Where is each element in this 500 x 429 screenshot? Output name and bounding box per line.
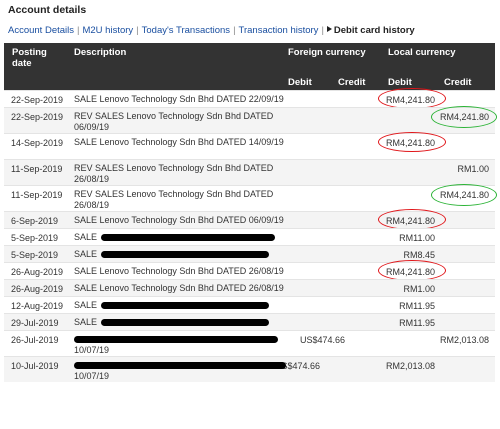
posting-date-cell: 6-Sep-2019	[11, 216, 59, 226]
description-cell: SALE Lenovo Technology Sdn Bhd DATED 26/…	[74, 283, 284, 293]
posting-date-cell: 11-Sep-2019	[11, 190, 63, 200]
description-cell: 10/07/19	[74, 345, 110, 355]
redaction-bar	[101, 302, 269, 309]
local-debit-cell: RM11.95	[399, 318, 435, 328]
header-foreign-credit: Credit	[338, 77, 366, 88]
green-circle-annotation	[431, 106, 497, 128]
local-debit-cell: RM1.00	[403, 284, 435, 294]
redaction-bar	[101, 319, 269, 326]
header-local-currency: Local currency	[388, 47, 456, 58]
header-foreign-debit: Debit	[288, 77, 312, 88]
table-row: 22-Sep-2019 SALE Lenovo Technology Sdn Bh…	[4, 88, 495, 109]
red-circle-annotation	[378, 209, 446, 230]
redaction-bar	[101, 234, 275, 241]
red-circle-annotation	[378, 132, 446, 152]
description-cell: SALE Lenovo Technology Sdn Bhd DATED 22/…	[74, 94, 284, 104]
table-row: 12-Aug-2019 SALE RM11.95	[4, 296, 495, 313]
posting-date-cell: 26-Aug-2019	[11, 267, 64, 277]
table-row: 5-Sep-2019 SALE RM11.00	[4, 228, 495, 245]
posting-date-cell: 26-Jul-2019	[11, 335, 59, 345]
posting-date-cell: 12-Aug-2019	[11, 301, 64, 311]
foreign-debit-cell: US$474.66	[274, 361, 320, 371]
header-posting-date: Posting date	[12, 47, 47, 69]
table-subheader: Debit Credit Debit Credit	[4, 75, 495, 90]
posting-date-cell: 5-Sep-2019	[11, 233, 59, 243]
table-row: 26-Aug-2019 SALE Lenovo Technology Sdn Bh…	[4, 260, 495, 281]
posting-date-cell: 14-Sep-2019	[11, 138, 64, 148]
posting-date-cell: 10-Jul-2019	[11, 361, 59, 371]
table-header: Posting date Description Foreign currenc…	[4, 43, 495, 75]
redaction-bar	[74, 336, 278, 343]
tab-separator: |	[77, 25, 80, 36]
description-cell: SALE	[74, 317, 98, 327]
local-debit-cell: RM2,013.08	[385, 361, 435, 371]
tab-todays-transactions[interactable]: Today's Transactions	[141, 25, 231, 36]
green-circle-annotation	[431, 184, 497, 206]
posting-date-cell: 5-Sep-2019	[11, 250, 59, 260]
posting-date-cell: 22-Sep-2019	[11, 95, 64, 105]
local-debit-cell: RM11.00	[399, 233, 435, 243]
description-cell: SALE	[74, 300, 98, 310]
description-cell: SALE	[74, 249, 98, 259]
tab-separator: |	[233, 25, 236, 36]
tab-m2u-history[interactable]: M2U history	[82, 25, 134, 36]
header-local-credit: Credit	[444, 77, 472, 88]
redaction-bar	[74, 362, 286, 369]
description-cell: REV SALES Lenovo Technology Sdn Bhd DATE…	[74, 111, 274, 132]
posting-date-cell: 29-Jul-2019	[11, 318, 59, 328]
page-title: Account details	[8, 4, 87, 16]
tab-account-details[interactable]: Account Details	[8, 25, 75, 36]
description-cell: SALE Lenovo Technology Sdn Bhd DATED 14/…	[74, 137, 284, 147]
local-debit-cell: RM11.95	[399, 301, 435, 311]
table-row: 10-Jul-2019 10/07/19 US$474.66 RM2,013.08	[4, 356, 495, 382]
local-credit-cell: RM1.00	[457, 164, 489, 174]
table-row: 22-Sep-2019 REV SALES Lenovo Technology S…	[4, 106, 497, 133]
header-local-debit: Debit	[388, 77, 412, 88]
triangle-right-icon	[326, 26, 332, 32]
table-row: 26-Aug-2019 SALE Lenovo Technology Sdn Bh…	[4, 279, 495, 296]
posting-date-cell: 26-Aug-2019	[11, 284, 64, 294]
header-description: Description	[74, 47, 127, 58]
description-cell: SALE Lenovo Technology Sdn Bhd DATED 26/…	[74, 266, 284, 276]
table-row: 14-Sep-2019 SALE Lenovo Technology Sdn Bh…	[4, 132, 495, 159]
tab-separator: |	[136, 25, 139, 36]
table-row: 11-Sep-2019 REV SALES Lenovo Technology S…	[4, 184, 497, 211]
table-row: 26-Jul-2019 10/07/19 US$474.66 RM2,013.08	[4, 330, 495, 356]
table-row: 29-Jul-2019 SALE RM11.95	[4, 313, 495, 330]
description-cell: REV SALES Lenovo Technology Sdn Bhd DATE…	[74, 189, 274, 210]
posting-date-cell: 11-Sep-2019	[11, 164, 63, 174]
foreign-credit-cell: US$474.66	[299, 335, 345, 345]
description-cell: SALE	[74, 232, 98, 242]
header-foreign-currency: Foreign currency	[288, 47, 366, 58]
table-row: 6-Sep-2019 SALE Lenovo Technology Sdn Bhd…	[4, 209, 495, 230]
local-credit-cell: RM2,013.08	[439, 335, 489, 345]
description-cell: SALE Lenovo Technology Sdn Bhd DATED 06/…	[74, 215, 284, 225]
red-circle-annotation	[378, 260, 446, 281]
local-debit-cell: RM8.45	[403, 250, 435, 260]
table-row: 5-Sep-2019 SALE RM8.45	[4, 245, 495, 262]
redaction-bar	[101, 251, 269, 258]
tab-separator: |	[321, 25, 324, 36]
description-cell: 10/07/19	[74, 371, 110, 381]
description-cell: REV SALES Lenovo Technology Sdn Bhd DATE…	[74, 163, 274, 184]
tab-transaction-history[interactable]: Transaction history	[238, 25, 319, 36]
table-row: 11-Sep-2019 REV SALES Lenovo Technology S…	[4, 159, 495, 185]
tab-debit-card-history[interactable]: Debit card history	[333, 25, 415, 36]
tab-bar: Account Details | M2U history | Today's Tran…	[8, 25, 415, 36]
red-circle-annotation	[378, 88, 446, 109]
posting-date-cell: 22-Sep-2019	[11, 112, 64, 122]
